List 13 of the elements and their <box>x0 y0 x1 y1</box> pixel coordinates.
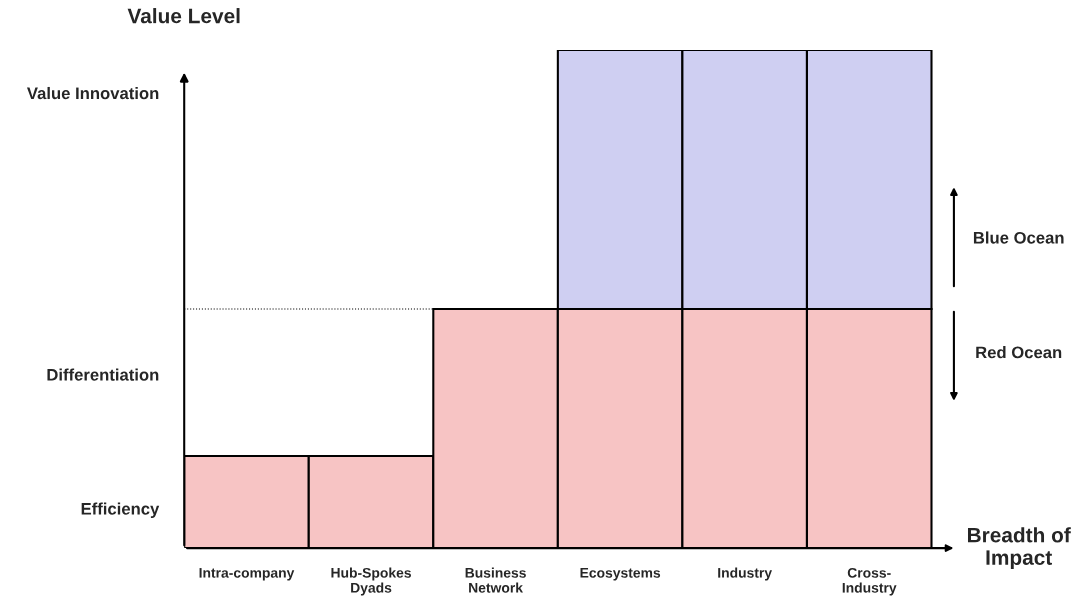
x-tick-label: Business Network <box>465 567 526 593</box>
text: Value Innovation <box>27 86 159 100</box>
x-tick-label: Ecosystems <box>580 568 661 581</box>
x-axis-title: Breadth of Impact <box>967 527 1071 570</box>
text: Red Ocean <box>976 346 1062 359</box>
x-tick-label: Industry <box>718 567 772 581</box>
x-tick-label: Cross- Industry <box>842 567 897 596</box>
x-tick-label: Intra-company <box>199 568 295 581</box>
text: Blue Ocean <box>973 231 1064 244</box>
text: Efficiency <box>81 502 160 519</box>
text: Differentiation <box>47 368 159 381</box>
y-axis-title: Value Level <box>127 8 240 24</box>
x-tick-label: Hub-Spokes Dyads <box>331 567 411 596</box>
